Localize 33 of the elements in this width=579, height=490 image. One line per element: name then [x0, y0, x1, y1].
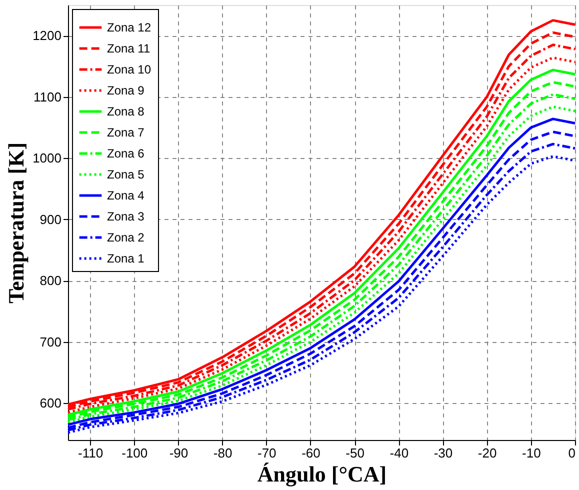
legend-label: Zona 3 [107, 210, 145, 224]
y-tick-label: 1000 [32, 150, 62, 166]
x-tick-label: -70 [257, 446, 276, 460]
legend-label: Zona 10 [107, 62, 152, 76]
y-tick-label: 1200 [32, 28, 62, 44]
x-tick-label: -100 [122, 446, 148, 460]
y-tick-label: 1100 [34, 89, 62, 104]
x-tick-label: 0 [568, 446, 576, 460]
y-tick-label: 900 [40, 212, 62, 227]
legend-label: Zona 5 [107, 168, 145, 182]
y-axis-title: Temperatura [K] [4, 142, 29, 304]
x-tick-label: -40 [390, 446, 409, 460]
legend-label: Zona 7 [107, 126, 145, 140]
x-tick-label: -90 [169, 446, 188, 460]
x-axis-title: Ángulo [°CA] [257, 462, 387, 486]
legend-label: Zona 2 [107, 230, 145, 244]
x-tick-label: -50 [346, 446, 364, 460]
y-tick-label: 600 [40, 396, 62, 411]
y-tick-label: 800 [40, 273, 62, 288]
x-tick-label: -110 [78, 446, 104, 460]
legend-label: Zona 11 [107, 42, 150, 56]
x-tick-label: -20 [478, 446, 497, 460]
legend-label: Zona 9 [107, 84, 145, 98]
legend-label: Zona 8 [107, 104, 145, 118]
legend-label: Zona 12 [107, 20, 152, 34]
x-tick-label: -60 [302, 446, 320, 460]
x-tick-label: -10 [522, 446, 541, 460]
y-tick-label: 700 [40, 334, 62, 350]
x-tick-label: -80 [213, 446, 232, 460]
x-tick-label: -30 [434, 446, 453, 460]
legend-label: Zona 1 [107, 252, 145, 266]
legend-label: Zona 4 [107, 188, 145, 202]
legend-label: Zona 6 [107, 146, 145, 160]
